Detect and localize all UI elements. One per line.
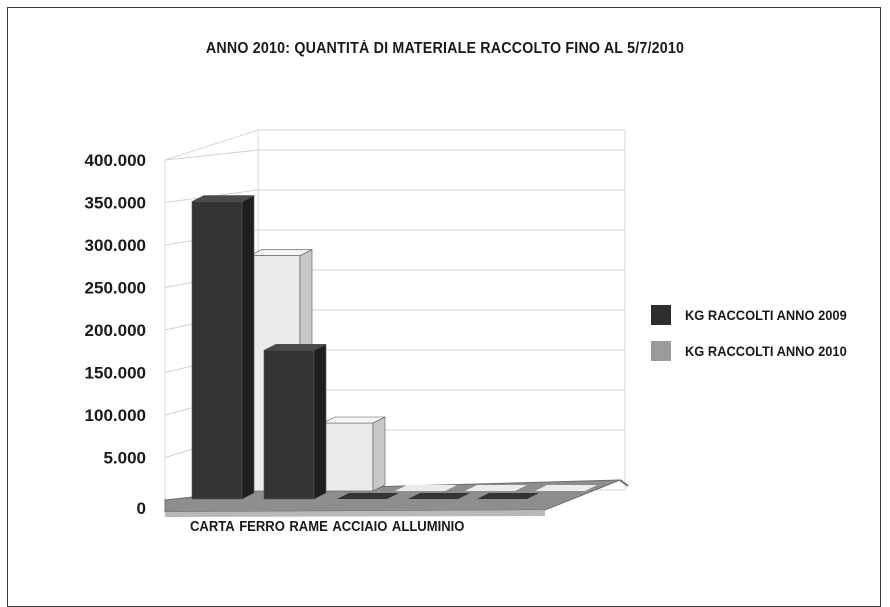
bar-ferro-2010-side bbox=[372, 416, 386, 492]
bar-alluminio-2010-flat bbox=[535, 485, 597, 491]
y-tick-label-7: 350.000 bbox=[85, 194, 146, 213]
floor-front-edge bbox=[165, 510, 545, 517]
x-axis-category-labels: CARTA FERRO RAME ACCIAIO ALLUMINIO bbox=[190, 519, 469, 535]
legend-item-2009: KG RACCOLTI ANNO 2009 bbox=[651, 305, 861, 325]
y-tick-label-8: 400.000 bbox=[85, 151, 146, 170]
bar-carta-2009 bbox=[191, 195, 255, 500]
category-label-carta: CARTA bbox=[190, 519, 235, 535]
bar-rame-2009 bbox=[337, 493, 399, 499]
bar-ferro-2010 bbox=[322, 416, 386, 492]
chart-title: ANNO 2010: QUANTITÀ DI MATERIALE RACCOLT… bbox=[205, 40, 685, 57]
chart-plot: 0 5.000 100.000 150.000 200.000 250.000 300.00… bbox=[85, 129, 629, 518]
bar-carta-2010-top bbox=[249, 249, 313, 256]
y-tick-label-3: 150.000 bbox=[85, 364, 146, 383]
y-tick-label-6: 300.000 bbox=[85, 236, 146, 255]
bar-rame-2009-flat bbox=[337, 493, 399, 499]
y-axis-tick-labels: 0 5.000 100.000 150.000 200.000 250.000 300.00… bbox=[85, 151, 146, 518]
category-label-alluminio: ALLUMINIO bbox=[391, 519, 465, 535]
bar-carta-2009-front bbox=[191, 201, 243, 500]
legend-label-2010: KG RACCOLTI ANNO 2010 bbox=[685, 343, 847, 359]
bar-acciaio-2009-flat bbox=[408, 493, 470, 499]
gridline-8 bbox=[164, 149, 625, 161]
bar-alluminio-2009-flat bbox=[477, 493, 539, 499]
chart-bars bbox=[191, 195, 597, 500]
y-tick-label-2: 100.000 bbox=[85, 406, 146, 425]
legend-swatch-2009 bbox=[651, 305, 671, 325]
bar-rame-2010-flat bbox=[395, 485, 457, 491]
bar-carta-2009-side bbox=[241, 195, 255, 500]
category-label-rame: RAME bbox=[289, 519, 328, 535]
bar-ferro-2009-front bbox=[263, 349, 315, 500]
legend-label-2009: KG RACCOLTI ANNO 2009 bbox=[685, 307, 847, 323]
legend-item-2010: KG RACCOLTI ANNO 2010 bbox=[651, 341, 861, 361]
floor-corner-mark bbox=[619, 479, 629, 487]
y-tick-label-1: 5.000 bbox=[103, 449, 146, 468]
bar-ferro-2009-top bbox=[263, 343, 327, 351]
category-label-ferro: FERRO bbox=[239, 519, 285, 535]
y-tick-label-5: 250.000 bbox=[85, 279, 146, 298]
bar-ferro-2010-front bbox=[322, 422, 374, 492]
bar-ferro-2009-side bbox=[313, 343, 327, 500]
legend-swatch-2010 bbox=[651, 341, 671, 361]
bar-ferro-2009 bbox=[263, 343, 327, 500]
bar-acciaio-2009 bbox=[408, 493, 470, 499]
y-tick-label-4: 200.000 bbox=[85, 321, 146, 340]
gridline-7 bbox=[164, 189, 625, 203]
bar-ferro-2010-top bbox=[322, 416, 386, 424]
bar-acciaio-2010 bbox=[465, 485, 527, 491]
bar-alluminio-2010 bbox=[535, 485, 597, 491]
y-tick-label-0: 0 bbox=[137, 499, 146, 518]
bar-acciaio-2010-flat bbox=[465, 485, 527, 491]
bar-rame-2010 bbox=[395, 485, 457, 491]
bar-carta-2009-top bbox=[191, 195, 255, 202]
category-label-acciaio: ACCIAIO bbox=[332, 519, 388, 535]
bar-alluminio-2009 bbox=[477, 493, 539, 499]
